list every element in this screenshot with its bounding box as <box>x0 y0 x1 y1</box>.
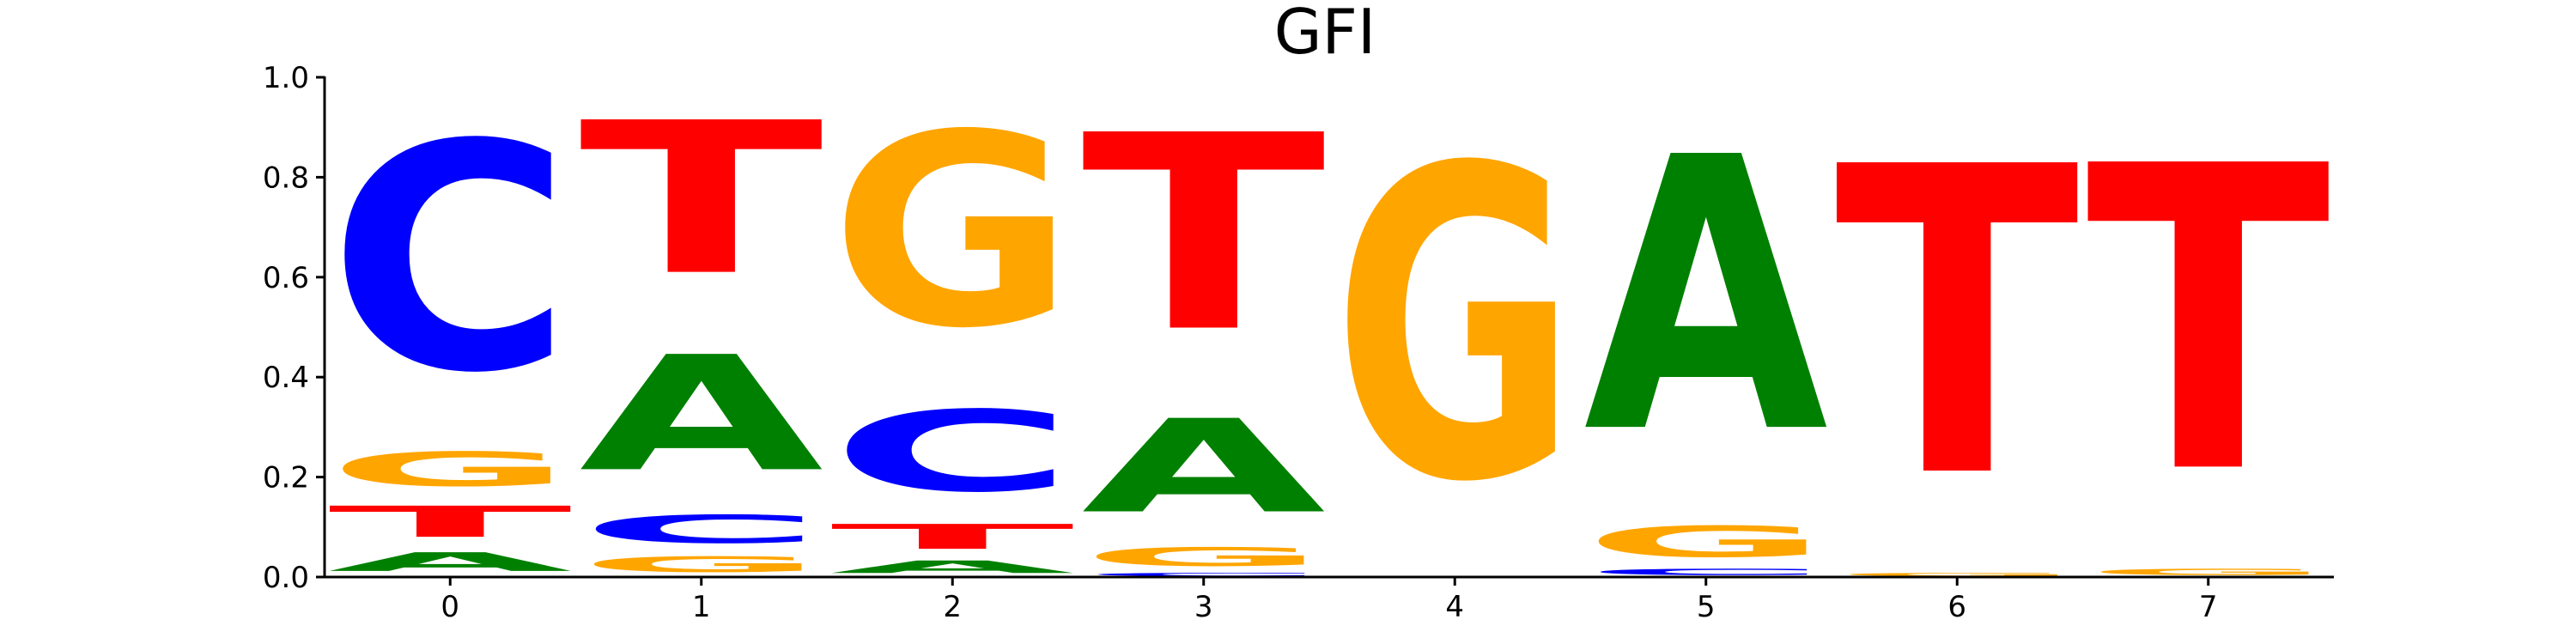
logo-letter-c: C <box>580 507 824 552</box>
y-tick-label: 0.2 <box>263 461 309 495</box>
y-tick-label: 0.8 <box>263 161 309 195</box>
y-tick-label: 1.0 <box>263 61 309 95</box>
logo-letter-t: T <box>1835 77 2081 570</box>
logo-letter-g: G <box>1333 79 1577 576</box>
y-tick-label: 0.6 <box>263 261 309 295</box>
x-tick-label: 6 <box>1947 590 1966 624</box>
logo-letter-c: C <box>1584 567 1828 577</box>
logo-letter-t: T <box>328 497 574 547</box>
logo-letter-g: G <box>830 79 1074 386</box>
x-tick-label: 7 <box>2199 590 2218 624</box>
logo-letter-a: A <box>580 322 826 507</box>
x-tick-label: 0 <box>440 590 459 624</box>
logo-letter-a: A <box>830 557 1077 577</box>
logo-letter-t: T <box>2087 78 2333 565</box>
logo-letter-t: T <box>1082 78 1328 391</box>
logo-letter-g: G <box>2087 567 2330 577</box>
chart-title: GFI <box>1274 0 1376 68</box>
logo-letter-g: G <box>580 552 823 577</box>
x-tick-label: 2 <box>943 590 962 624</box>
x-tick-label: 5 <box>1697 590 1716 624</box>
logo-letter-a: A <box>1082 393 1328 542</box>
axes: 0.0 0.2 0.4 0.6 0.8 1.0 0 1 2 3 4 5 6 7 <box>263 61 2334 624</box>
x-tick-label: 3 <box>1194 590 1213 624</box>
logo-letter-g: G <box>1835 572 2079 577</box>
logo-letter-c: C <box>830 388 1075 517</box>
logo-letter-g: G <box>1082 542 1326 572</box>
logo-letter-c: C <box>1082 572 1326 577</box>
x-tick-label: 1 <box>692 590 711 624</box>
logo-letter-a: A <box>328 547 574 577</box>
logo-letter-t: T <box>580 77 826 321</box>
x-tick-label: 4 <box>1445 590 1464 624</box>
logo-letter-c: C <box>328 77 572 440</box>
logo-letter-g: G <box>1584 517 1828 567</box>
y-tick-label: 0.0 <box>263 561 309 595</box>
y-tick-label: 0.4 <box>263 361 309 395</box>
logo-letter-g: G <box>328 442 572 497</box>
logo-letter-t: T <box>830 517 1077 556</box>
logo-letter-a: A <box>1584 79 1831 516</box>
